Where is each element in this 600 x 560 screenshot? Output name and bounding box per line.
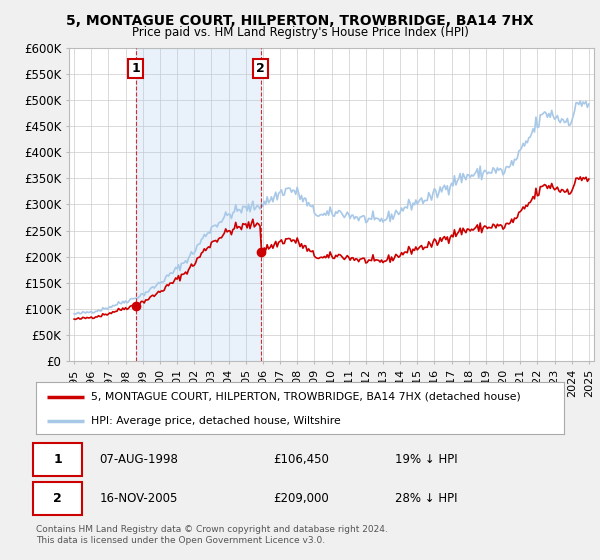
Text: Contains HM Land Registry data © Crown copyright and database right 2024.
This d: Contains HM Land Registry data © Crown c…: [36, 525, 388, 545]
FancyBboxPatch shape: [34, 443, 82, 476]
Text: Price paid vs. HM Land Registry's House Price Index (HPI): Price paid vs. HM Land Registry's House …: [131, 26, 469, 39]
Text: 2: 2: [256, 62, 265, 75]
Text: 1: 1: [131, 62, 140, 75]
Text: 16-NOV-2005: 16-NOV-2005: [100, 492, 178, 505]
Text: HPI: Average price, detached house, Wiltshire: HPI: Average price, detached house, Wilt…: [91, 416, 341, 426]
Text: 28% ↓ HPI: 28% ↓ HPI: [395, 492, 458, 505]
Text: £209,000: £209,000: [274, 492, 329, 505]
Text: 5, MONTAGUE COURT, HILPERTON, TROWBRIDGE, BA14 7HX: 5, MONTAGUE COURT, HILPERTON, TROWBRIDGE…: [66, 14, 534, 28]
FancyBboxPatch shape: [34, 482, 82, 515]
Bar: [136, 48, 261, 361]
Text: 19% ↓ HPI: 19% ↓ HPI: [395, 452, 458, 466]
Text: 5, MONTAGUE COURT, HILPERTON, TROWBRIDGE, BA14 7HX (detached house): 5, MONTAGUE COURT, HILPERTON, TROWBRIDGE…: [91, 392, 521, 402]
Text: £106,450: £106,450: [274, 452, 329, 466]
Text: 07-AUG-1998: 07-AUG-1998: [100, 452, 178, 466]
Text: 1: 1: [53, 452, 62, 466]
Text: 2: 2: [53, 492, 62, 505]
